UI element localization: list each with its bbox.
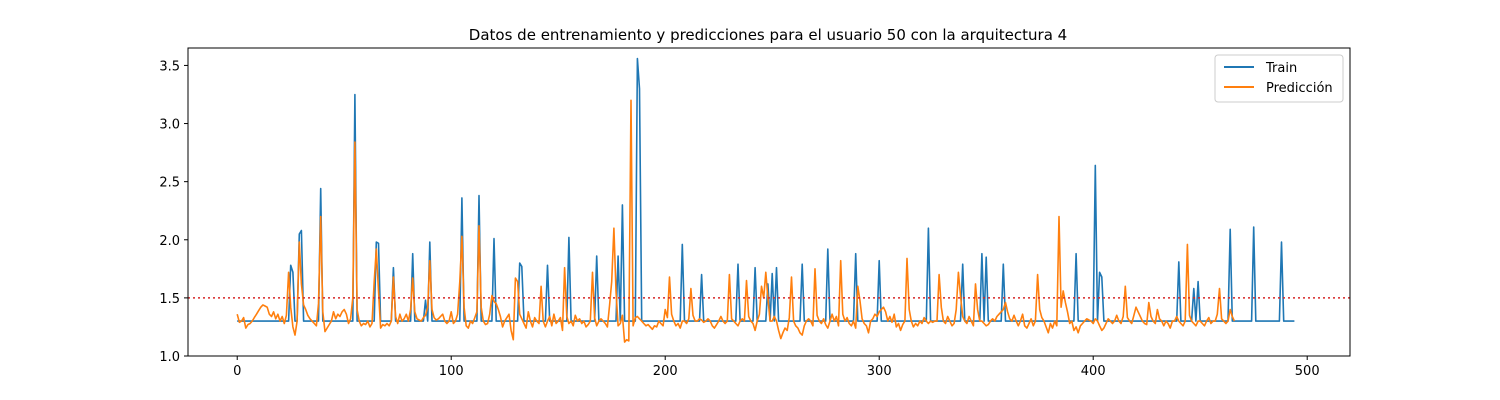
legend-label-prediccion: Predicción [1266,81,1333,96]
x-tick-label: 500 [1295,364,1320,379]
y-tick-label: 1.5 [159,292,180,307]
plot-frame [187,47,1351,357]
x-tick-label: 0 [233,364,241,379]
x-axis: 0 100 200 300 400 500 [233,356,1320,379]
series-line-prediccion [236,99,1236,343]
y-axis: 1.0 1.5 2.0 2.5 3.0 3.5 [159,59,188,365]
x-tick-label: 400 [1081,364,1106,379]
plot-area [187,47,1351,357]
legend: Train Predicción [1214,54,1344,103]
y-tick-label: 3.5 [159,59,180,74]
x-tick-label: 200 [653,364,678,379]
y-tick-label: 2.5 [159,176,180,191]
x-tick-label: 300 [867,364,892,379]
x-tick-label: 100 [439,364,464,379]
y-tick-label: 1.0 [159,350,180,365]
legend-label-train: Train [1265,61,1297,76]
chart-title: Datos de entrenamiento y predicciones pa… [469,26,1067,44]
y-tick-label: 3.0 [159,118,180,133]
y-tick-label: 2.0 [159,234,180,249]
